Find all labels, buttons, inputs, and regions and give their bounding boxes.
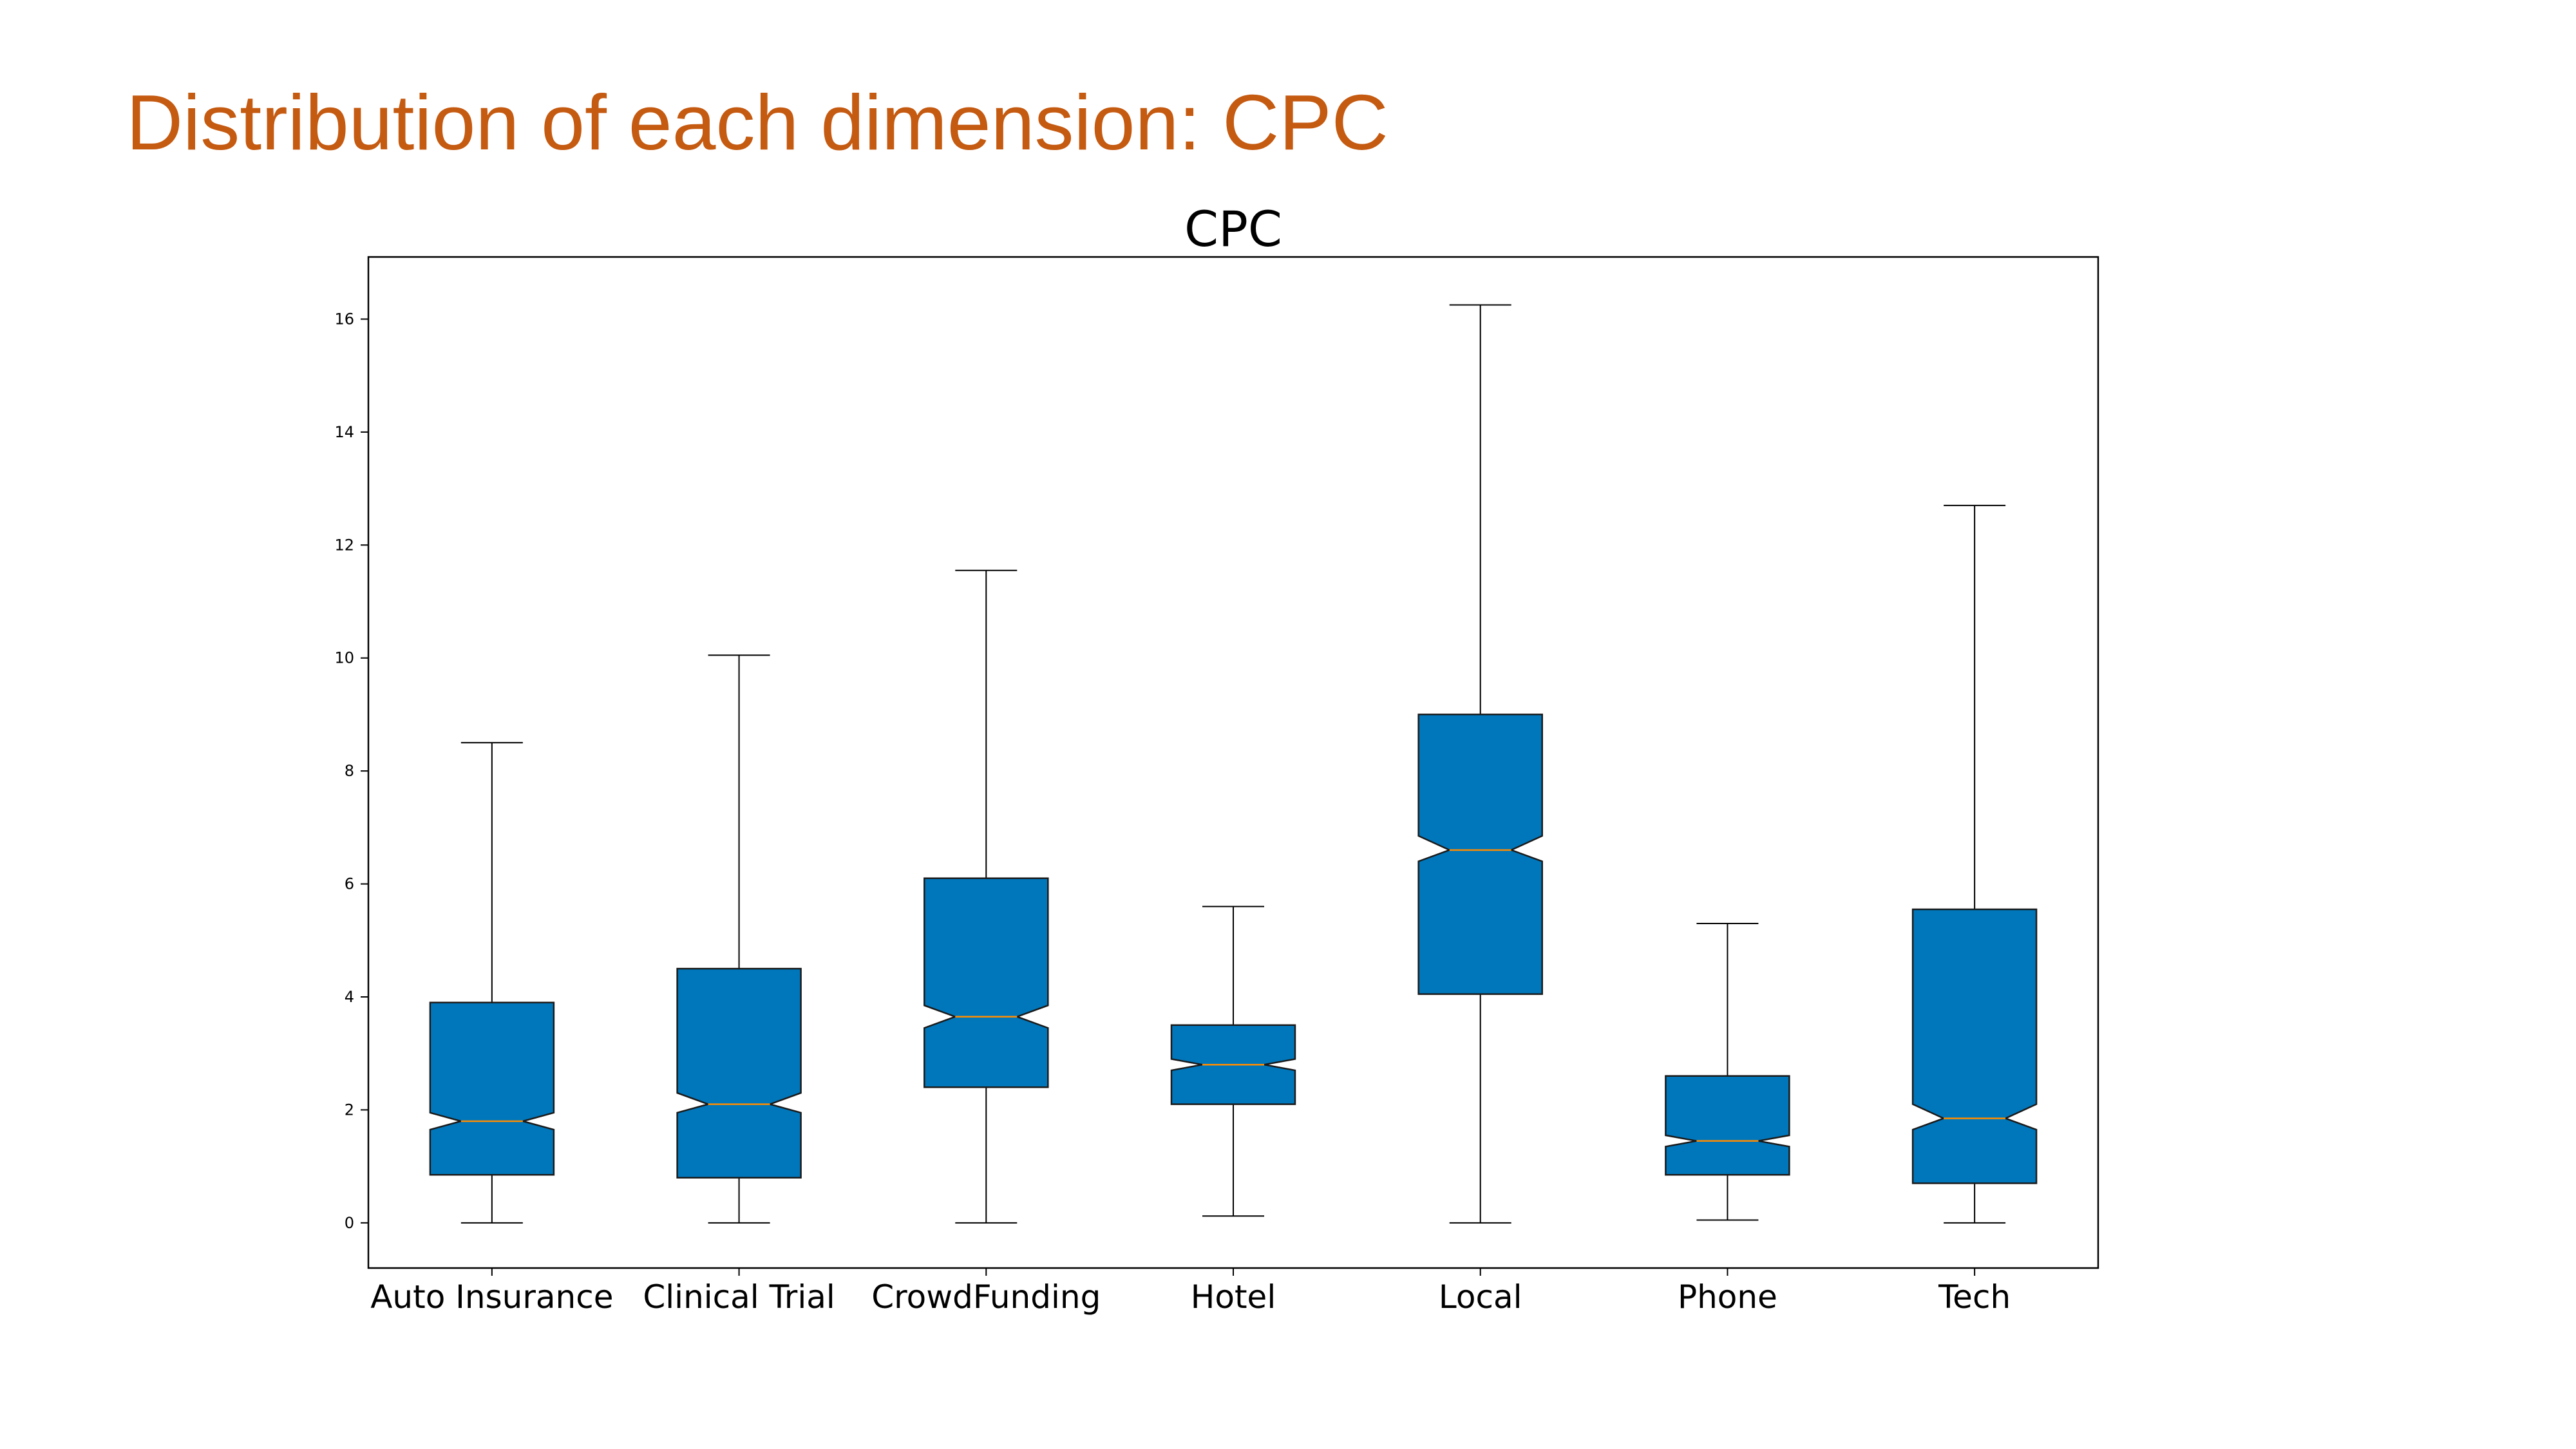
box-crowdfunding bbox=[923, 569, 1049, 1224]
x-tick-label: Local bbox=[1439, 1278, 1522, 1316]
x-axis: Auto Insurance Clinical Trial CrowdFunding… bbox=[370, 1268, 2011, 1316]
notched-box bbox=[1417, 714, 1543, 995]
y-axis: 0 2 4 6 8 10 12 14 16 bbox=[334, 310, 368, 1232]
y-tick-label: 0 bbox=[345, 1214, 354, 1232]
y-tick-label: 4 bbox=[345, 988, 354, 1006]
y-tick-label: 16 bbox=[334, 310, 354, 328]
plot-frame bbox=[367, 256, 2099, 1269]
y-tick-label: 2 bbox=[345, 1101, 354, 1119]
box-clinical-trial bbox=[676, 654, 802, 1224]
notched-box bbox=[923, 877, 1049, 1088]
y-tick-label: 8 bbox=[345, 762, 354, 780]
y-tick-label: 14 bbox=[334, 423, 354, 441]
x-tick-label: Phone bbox=[1678, 1278, 1777, 1316]
y-tick-label: 10 bbox=[334, 649, 354, 667]
y-tick-label: 6 bbox=[345, 875, 354, 893]
box-tech bbox=[1911, 504, 2038, 1224]
box-local bbox=[1417, 304, 1543, 1224]
x-tick-label: Clinical Trial bbox=[643, 1278, 835, 1316]
slide-title: Distribution of each dimension: CPC bbox=[126, 79, 1388, 166]
notched-box bbox=[1665, 1075, 1790, 1176]
box-phone bbox=[1665, 922, 1790, 1221]
x-tick-label: Tech bbox=[1938, 1278, 2011, 1316]
notched-box bbox=[676, 967, 802, 1179]
box-series bbox=[429, 304, 2038, 1224]
x-tick-label: CrowdFunding bbox=[871, 1278, 1101, 1316]
box-auto-insurance bbox=[429, 742, 555, 1224]
x-tick-label: Hotel bbox=[1191, 1278, 1276, 1316]
x-tick-label: Auto Insurance bbox=[370, 1278, 613, 1316]
y-tick-label: 12 bbox=[334, 536, 354, 554]
chart-title: CPC bbox=[1184, 200, 1282, 258]
notched-box bbox=[429, 1001, 555, 1176]
box-hotel bbox=[1170, 905, 1296, 1217]
notched-box bbox=[1911, 908, 2038, 1184]
